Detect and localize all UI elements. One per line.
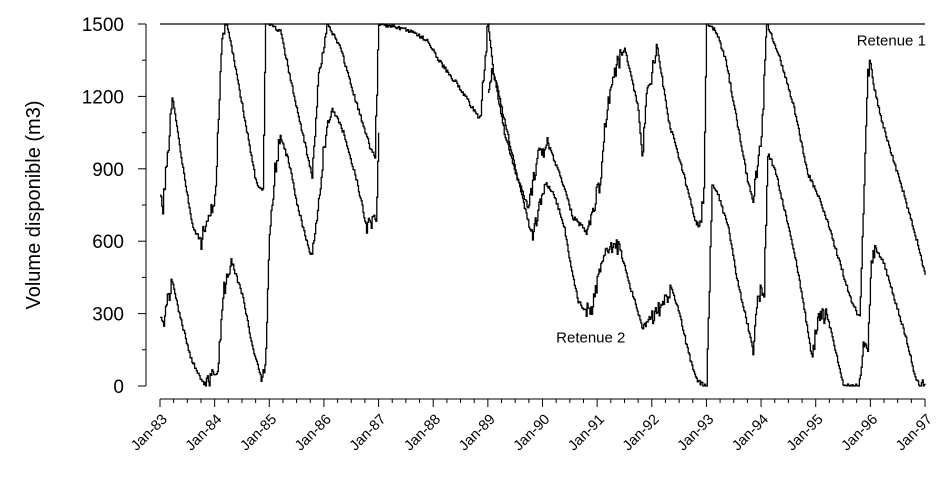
y-tick-label: 0 [113,377,124,398]
x-tick-label: Jan-90 [511,412,554,455]
x-tick-label: Jan-85 [237,412,280,455]
series-line-2 [487,68,926,387]
x-tick-label: Jan-92 [620,412,663,455]
y-tick-label: 300 [92,305,124,326]
series-annotation-0: Retenue 1 [857,33,926,50]
x-tick-label: Jan-97 [893,412,936,455]
plot-area: Retenue 1 Retenue 2 [160,23,926,387]
y-tick-label: 1200 [82,87,124,108]
x-tick-label: Jan-86 [292,412,335,455]
series-line-1 [160,107,380,387]
x-tick-label: Jan-95 [784,412,827,455]
x-tick-label: Jan-93 [675,412,718,455]
x-tick-label: Jan-88 [401,412,444,455]
x-tick-label: Jan-87 [347,412,390,455]
x-tick-label: Jan-89 [456,412,499,455]
series-annotation-1: Retenue 2 [556,330,625,347]
y-tick-label: 1500 [82,15,124,36]
y-axis-title: Volume disponible (m3) [23,101,45,310]
axes: 0 300 600 900 1200 1500 Jan-83 Jan-84 Jan-85 Jan-… [82,15,936,454]
y-tick-label: 900 [92,160,124,181]
x-tick-label: Jan-84 [183,412,226,455]
x-tick-label: Jan-94 [729,412,772,455]
series-line-0 [160,23,926,317]
x-tick-label: Jan-96 [839,412,882,455]
x-tick-label: Jan-83 [128,412,171,455]
y-tick-label: 600 [92,232,124,253]
x-tick-label: Jan-91 [565,412,608,455]
